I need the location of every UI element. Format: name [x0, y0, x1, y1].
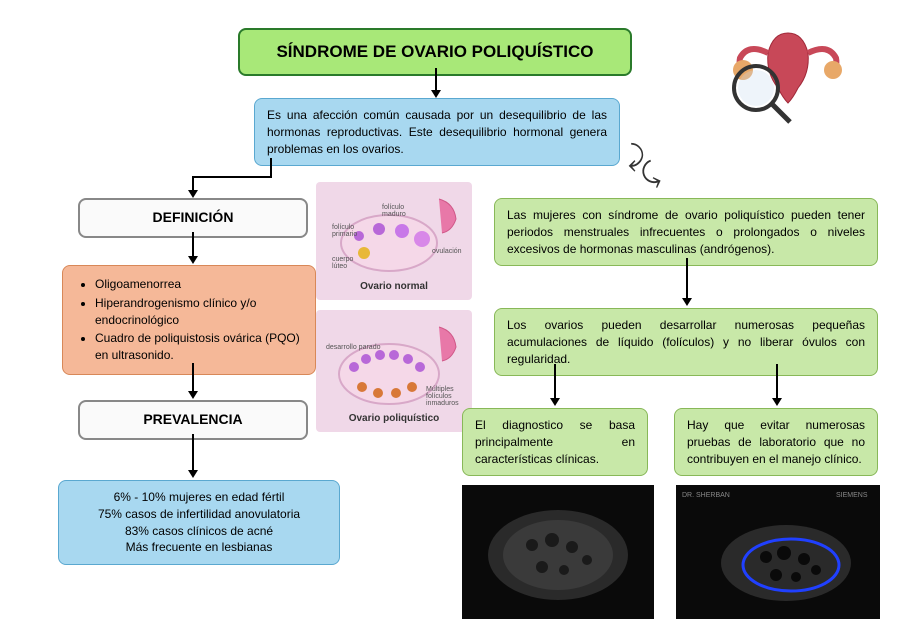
- avoid-tests-text: Hay que evitar numerosas pruebas de labo…: [687, 418, 865, 466]
- arrow-head: [682, 298, 692, 306]
- arrow-head: [550, 398, 560, 406]
- arrow-head: [431, 90, 441, 98]
- ovary-normal-caption: Ovario normal: [360, 281, 428, 292]
- arrow-head: [188, 256, 198, 264]
- arrow: [192, 434, 194, 472]
- definicion-list: Oligoamenorrea Hiperandrogenismo clínico…: [75, 276, 303, 364]
- definition-description: Es una afección común causada por un des…: [254, 98, 620, 166]
- ovaries-box: Los ovarios pueden desarrollar numerosas…: [494, 308, 878, 376]
- svg-text:inmaduros: inmaduros: [426, 400, 459, 407]
- prevalencia-line: Más frecuente en lesbianas: [71, 539, 327, 556]
- arrow: [192, 176, 272, 178]
- svg-text:folículo: folículo: [332, 224, 354, 231]
- arrow-head: [772, 398, 782, 406]
- arrow-head: [188, 470, 198, 478]
- svg-text:desarrollo parado: desarrollo parado: [326, 344, 381, 351]
- uterus-illustration: [728, 18, 848, 128]
- ovary-normal-illustration: folículo primario folículo maduro cuerpo…: [316, 182, 472, 300]
- prevalencia-header-text: PREVALENCIA: [143, 411, 242, 427]
- ovary-polycystic-illustration: desarrollo parado Múltiples folículos in…: [316, 310, 472, 432]
- definition-text: Es una afección común causada por un des…: [267, 108, 607, 156]
- prevalencia-line: 6% - 10% mujeres en edad fértil: [71, 489, 327, 506]
- arrow: [776, 364, 778, 400]
- ultrasound-image-2: DR. SHERBAN SIEMENS: [676, 485, 880, 619]
- svg-text:lúteo: lúteo: [332, 263, 347, 270]
- arrow: [554, 364, 556, 400]
- svg-text:DR. SHERBAN: DR. SHERBAN: [682, 492, 730, 499]
- definicion-header-text: DEFINICIÓN: [153, 209, 234, 225]
- ultrasound-image-1: [462, 485, 654, 619]
- diagnosis-box: El diagnostico se basa principalmente en…: [462, 408, 648, 476]
- ovaries-text: Los ovarios pueden desarrollar numerosas…: [507, 318, 865, 366]
- title-text: SÍNDROME DE OVARIO POLIQUÍSTICO: [276, 42, 593, 61]
- arrow: [435, 68, 437, 92]
- svg-text:primario: primario: [332, 231, 357, 238]
- prevalencia-box: 6% - 10% mujeres en edad fértil 75% caso…: [58, 480, 340, 565]
- arrow-head: [188, 391, 198, 399]
- list-item: Oligoamenorrea: [95, 276, 303, 293]
- svg-text:folículo: folículo: [382, 204, 404, 211]
- prevalencia-line: 75% casos de infertilidad anovulatoria: [71, 506, 327, 523]
- arrow-head: [188, 190, 198, 198]
- svg-text:folículos: folículos: [426, 393, 452, 400]
- svg-text:maduro: maduro: [382, 211, 406, 218]
- svg-text:Múltiples: Múltiples: [426, 386, 454, 393]
- definicion-list-box: Oligoamenorrea Hiperandrogenismo clínico…: [62, 265, 316, 375]
- symptoms-text: Las mujeres con síndrome de ovario poliq…: [507, 208, 865, 256]
- list-item: Cuadro de poliquistosis ovárica (PQO) en…: [95, 330, 303, 364]
- arrow: [192, 232, 194, 258]
- svg-text:cuerpo: cuerpo: [332, 256, 354, 263]
- arrow: [686, 258, 688, 300]
- arrow: [192, 363, 194, 393]
- list-item: Hiperandrogenismo clínico y/o endocrinol…: [95, 295, 303, 329]
- diagnosis-text: El diagnostico se basa principalmente en…: [475, 418, 635, 466]
- symptoms-box: Las mujeres con síndrome de ovario poliq…: [494, 198, 878, 266]
- svg-text:ovulación: ovulación: [432, 248, 462, 255]
- prevalencia-line: 83% casos clínicos de acné: [71, 523, 327, 540]
- avoid-tests-box: Hay que evitar numerosas pruebas de labo…: [674, 408, 878, 476]
- ovary-poly-caption: Ovario poliquístico: [349, 413, 440, 424]
- arrow: [270, 158, 272, 178]
- svg-text:SIEMENS: SIEMENS: [836, 492, 868, 499]
- curvy-arrow-icon: ⤸: [637, 156, 664, 193]
